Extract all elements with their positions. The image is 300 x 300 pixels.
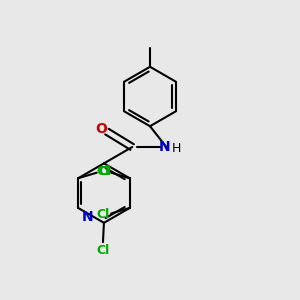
- Text: Cl: Cl: [98, 165, 111, 178]
- Text: H: H: [172, 142, 182, 155]
- Text: N: N: [159, 140, 171, 154]
- Text: N: N: [82, 210, 93, 224]
- Text: Cl: Cl: [96, 165, 110, 178]
- Text: O: O: [96, 122, 107, 136]
- Text: Cl: Cl: [96, 244, 110, 257]
- Text: Cl: Cl: [96, 208, 110, 221]
